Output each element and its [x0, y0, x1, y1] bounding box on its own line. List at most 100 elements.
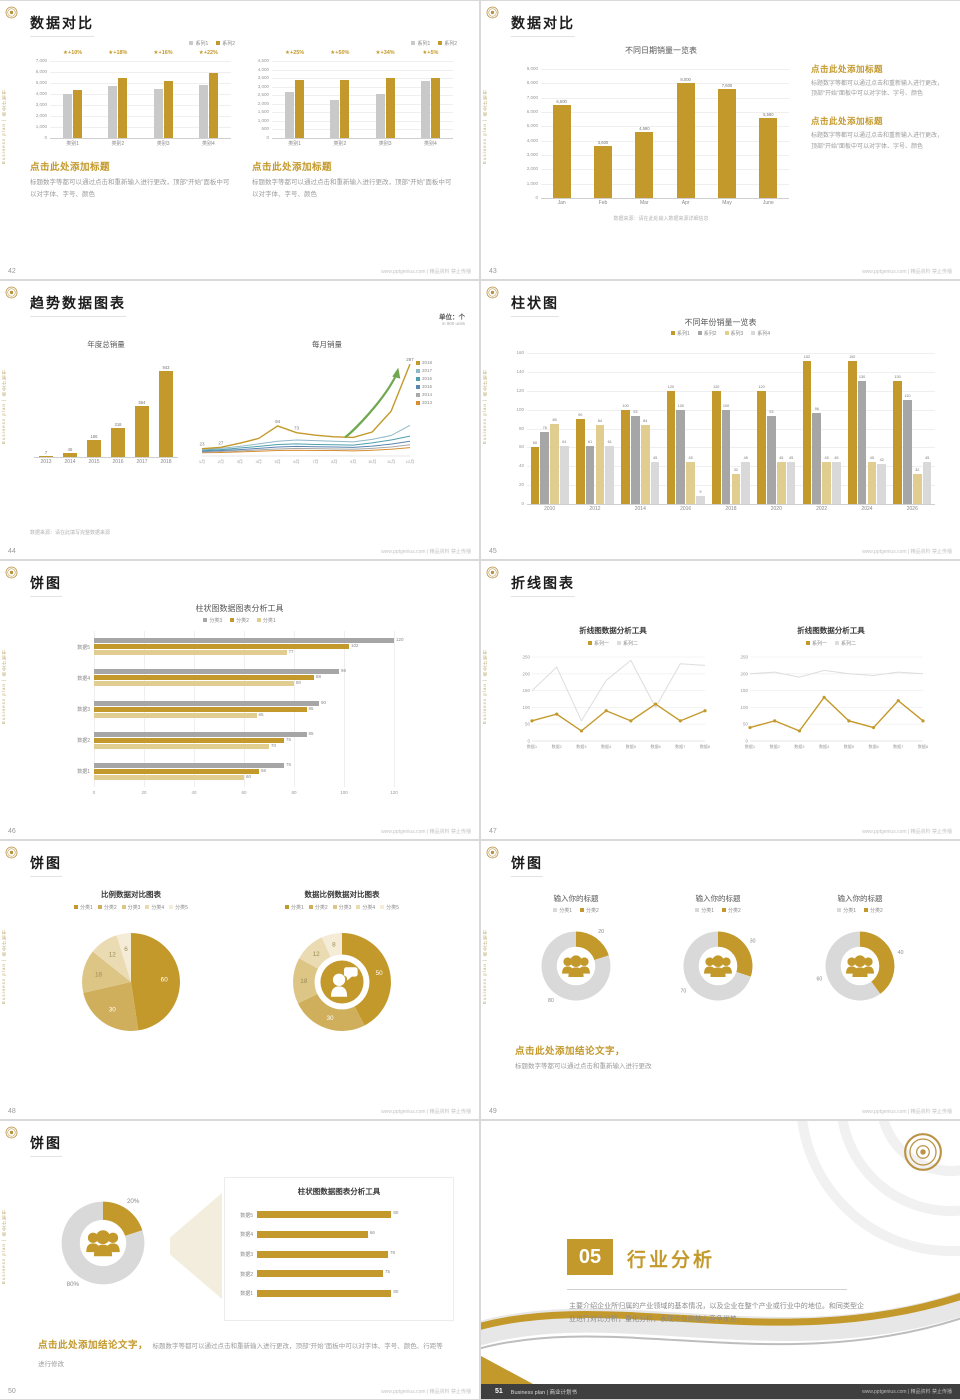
monthly-sales-column: 每月销量 1月 2月 3月 4月 5月 6月 7月 8月 9月 10月 11月 12月 23 27 94 73…	[196, 339, 458, 466]
svg-text:18: 18	[95, 972, 103, 979]
watermark: www.pptgenius.com | 精品资料 禁止传播	[381, 829, 471, 835]
slide-51-section-divider[interactable]: 05 行业分析 主要介绍企业所归属的产业领域的基本情况，以及企业在整个产业或行业…	[481, 1121, 960, 1399]
slide-44-trend-charts[interactable]: Business plan | 商业计划书 趋势数据图表 单位：个 in 900…	[0, 281, 479, 559]
svg-text:150: 150	[522, 688, 530, 693]
svg-text:100: 100	[740, 705, 748, 710]
grouped-bar-chart: 0 1,000 2,000 3,000 4,000 5,000 6,000 7,000 类别1 ★…	[30, 49, 235, 147]
conclusion-body: 标题数字等都可以通过点击和重新输入进行更改，顶部“开始”面板中可以对字体、字号、…	[38, 1343, 443, 1368]
block-body: 标题数字等都可以通过点击和重新输入进行更改，顶部“开始”面板中可以对字体、字号、…	[811, 81, 944, 98]
slide-42-data-comparison[interactable]: Business plan | 商业计划书 数据对比 系列1 系列2 0 1,000…	[0, 1, 479, 279]
chart-legend: 系列一 系列二	[509, 639, 717, 647]
conclusion-heading: 点击此处添加结论文字，	[38, 1340, 149, 1351]
svg-text:0: 0	[527, 739, 530, 744]
right-line-chart-column: 折线图数据分析工具 系列一 系列二 0 50 100 150 200 250 数据1 数据2 数据…	[727, 625, 935, 751]
svg-text:5月: 5月	[275, 459, 281, 464]
svg-text:数据7: 数据7	[893, 743, 904, 749]
watermark: www.pptgenius.com | 精品资料 禁止传播	[381, 269, 471, 275]
svg-text:30: 30	[326, 1015, 334, 1022]
svg-text:数据2: 数据2	[551, 743, 562, 749]
chart-title: 输入你的标题	[837, 894, 883, 903]
slide-50-pie-and-bars[interactable]: Business plan | 商业计划书 饼图 20% 80% 柱状图数据图表分…	[0, 1121, 479, 1399]
chart-title: 输入你的标题	[553, 894, 599, 903]
svg-text:18: 18	[300, 978, 308, 985]
watermark: www.pptgenius.com | 精品资料 禁止传播	[862, 1389, 952, 1395]
side-label: Business plan | 商业计划书	[482, 649, 487, 725]
chart-title: 不同日期销量一览表	[625, 46, 697, 55]
crest-logo-icon	[5, 566, 18, 579]
chart-title: 数据比例数据对比图表	[304, 890, 380, 899]
chart-title: 不同年份销量一览表	[684, 318, 757, 327]
svg-text:数据1: 数据1	[526, 743, 537, 749]
chart-legend: 系列1 系列2 系列3 系列4	[481, 329, 960, 337]
svg-text:200: 200	[522, 671, 530, 676]
svg-text:2月: 2月	[218, 459, 224, 464]
block-body: 标题数字等都可以通过点击和重新输入进行更改，顶部“开始”面板中可以对字体、字号、…	[30, 179, 230, 198]
slide-title: 饼图	[511, 853, 543, 877]
decorative-swoosh	[481, 1121, 960, 1350]
footer-bar: 51 Business plan | 商业计划书 www.pptgenius.c…	[481, 1384, 960, 1399]
svg-text:数据2: 数据2	[769, 743, 780, 749]
svg-text:1月: 1月	[199, 459, 205, 464]
svg-text:6: 6	[124, 946, 128, 953]
svg-text:7月: 7月	[312, 459, 318, 464]
page-number: 46	[8, 828, 16, 835]
slide-46-hbar-chart[interactable]: Business plan | 商业计划书 饼图 柱状图数据图表分析工具 分类3…	[0, 561, 479, 839]
chart-title: 年度总销量	[87, 340, 125, 349]
svg-text:150: 150	[740, 688, 748, 693]
horizontal-bar-chart: 数据5 80 数据4 66 数据3 78 数据2 75 数据1 80	[240, 1210, 399, 1298]
svg-text:数据8: 数据8	[699, 743, 710, 749]
bar-panel: 柱状图数据图表分析工具 数据5 80 数据4 66 数据3 78 数据2 75 数据1 80	[224, 1177, 454, 1321]
chart-legend: 系列一 系列二	[727, 639, 935, 647]
page-number: 42	[8, 268, 16, 275]
watermark: www.pptgenius.com | 精品资料 禁止传播	[862, 829, 952, 835]
svg-text:73: 73	[294, 426, 300, 431]
chart-legend: 分类1 分类2	[511, 906, 641, 914]
slide-47-line-charts[interactable]: Business plan | 商业计划书 折线图表 折线图数据分析工具 系列一…	[481, 561, 960, 839]
watermark: www.pptgenius.com | 精品资料 禁止传播	[381, 1109, 471, 1115]
line-chart: 0 50 100 150 200 250 数据1 数据2 数据3 数据4 数据5 数据6 数据7 数据8	[734, 651, 929, 751]
chart-title: 比例数据对比图表	[101, 890, 161, 899]
chart-legend: 系列1 系列2	[252, 39, 457, 47]
chart-legend: 分类1 分类2	[653, 906, 783, 914]
svg-text:6月: 6月	[293, 459, 299, 464]
horizontal-bar-chart: 0 20 40 60 80 100 120 数据5 120 102 77 数据4 98 88 80 数据3 90…	[70, 629, 410, 797]
svg-text:数据5: 数据5	[843, 743, 854, 749]
unit-subtext: in 900 units	[441, 321, 465, 326]
page-number: 48	[8, 1108, 16, 1115]
chart-legend: 分类1 分类2 分类3 分类4 分类5	[242, 903, 442, 911]
svg-text:94: 94	[275, 419, 281, 424]
slide-title: 柱状图	[511, 293, 559, 317]
svg-text:23: 23	[199, 442, 205, 447]
side-label: Business plan | 商业计划书	[1, 929, 6, 1005]
grouped-bar-chart: 0 500 1,000 1,500 2,000 2,500 3,000 3,500 4,000 4…	[252, 49, 457, 147]
slide-43-data-comparison[interactable]: Business plan | 商业计划书 数据对比 不同日期销量一览表 0 1,…	[481, 1, 960, 279]
conclusion-body: 标题数字等都可以通过点击和重新输入进行更改	[515, 1063, 652, 1070]
svg-text:数据6: 数据6	[868, 743, 879, 749]
svg-text:20%: 20%	[127, 1198, 140, 1205]
svg-text:12: 12	[109, 951, 117, 958]
svg-text:27: 27	[218, 440, 224, 445]
yearly-grouped-bar-chart: 0 20 40 60 80 100 120 140 160 2010 60 76 85 61 2012 90 6…	[507, 341, 939, 513]
svg-text:12: 12	[313, 951, 321, 958]
crest-logo-icon	[486, 6, 499, 19]
annual-sales-column: 年度总销量 2013 7 2014 45 2015 186 2016 318 2017 564 20…	[30, 339, 182, 466]
watermark: www.pptgenius.com | 精品资料 禁止传播	[862, 1109, 952, 1115]
data-source-note: 数据来源：请在此填写完整数据来源	[30, 530, 111, 536]
svg-text:数据4: 数据4	[819, 743, 830, 749]
side-label: Business plan | 商业计划书	[482, 369, 487, 445]
slide-48-pie-charts[interactable]: Business plan | 商业计划书 饼图 比例数据对比图表 分类1 分类2…	[0, 841, 479, 1119]
svg-text:200: 200	[740, 671, 748, 676]
chart-legend: 分类1 分类2	[795, 906, 925, 914]
slide-title: 折线图表	[511, 573, 575, 597]
svg-text:11月: 11月	[387, 459, 395, 464]
svg-text:60: 60	[816, 977, 822, 983]
slide-45-column-chart[interactable]: Business plan | 商业计划书 柱状图 不同年份销量一览表 系列1 系…	[481, 281, 960, 559]
side-label: Business plan | 商业计划书	[482, 929, 487, 1005]
side-label: Business plan | 商业计划书	[1, 369, 6, 445]
crest-logo-icon	[486, 846, 499, 859]
slide-title: 趋势数据图表	[30, 293, 126, 317]
crest-logo-icon	[486, 286, 499, 299]
svg-text:70: 70	[681, 989, 687, 995]
